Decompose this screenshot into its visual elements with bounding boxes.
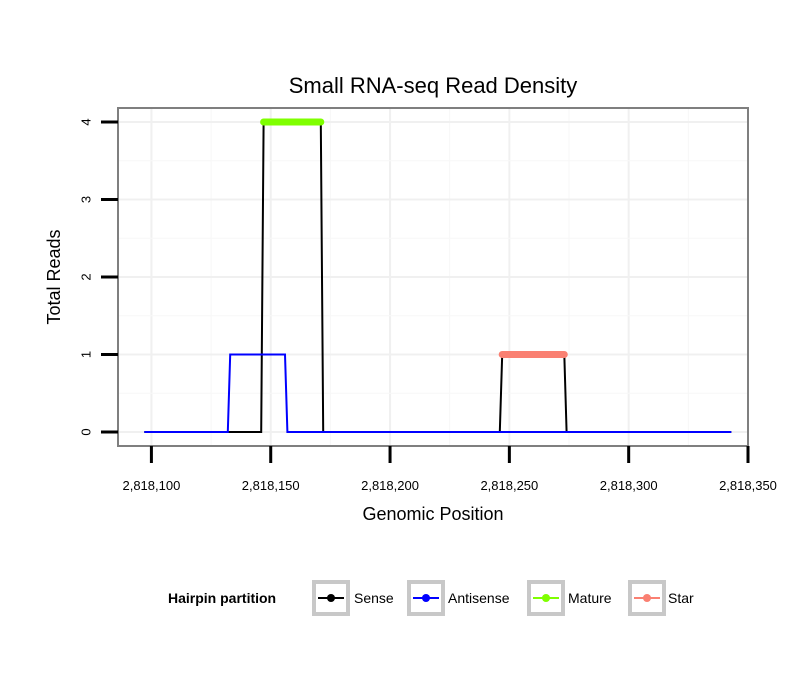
y-axis-title: Total Reads (44, 229, 64, 324)
x-tick-label: 2,818,250 (480, 478, 538, 493)
x-tick-label: 2,818,200 (361, 478, 419, 493)
legend-key-dot (542, 594, 550, 602)
legend-key-dot (422, 594, 430, 602)
series-group (144, 118, 732, 433)
y-tick-label: 3 (79, 196, 94, 203)
y-tick-label: 4 (79, 118, 94, 125)
x-tick-label: 2,818,100 (122, 478, 180, 493)
legend-label-star: Star (668, 590, 694, 606)
x-tick-label: 2,818,300 (600, 478, 658, 493)
legend-key-dot (643, 594, 651, 602)
legend-key-dot (327, 594, 335, 602)
legend-label-mature: Mature (568, 590, 612, 606)
legend-label-antisense: Antisense (448, 590, 510, 606)
y-tick-label: 2 (79, 273, 94, 280)
legend-title: Hairpin partition (168, 590, 276, 606)
legend: Hairpin partition Sense Antisense Mature St… (168, 580, 694, 616)
x-tick-label: 2,818,150 (242, 478, 300, 493)
chart-title: Small RNA-seq Read Density (289, 73, 578, 98)
y-tick-label: 0 (79, 428, 94, 435)
x-axis-title: Genomic Position (362, 504, 503, 524)
grid (118, 108, 749, 446)
y-tick-label: 1 (79, 351, 94, 358)
x-tick-label: 2,818,350 (719, 478, 777, 493)
x-axis: 2,818,100 2,818,150 2,818,200 2,818,250 2,81… (122, 446, 777, 493)
y-axis: 0 1 2 3 4 (79, 118, 118, 436)
legend-label-sense: Sense (354, 590, 394, 606)
series-antisense (144, 353, 732, 433)
